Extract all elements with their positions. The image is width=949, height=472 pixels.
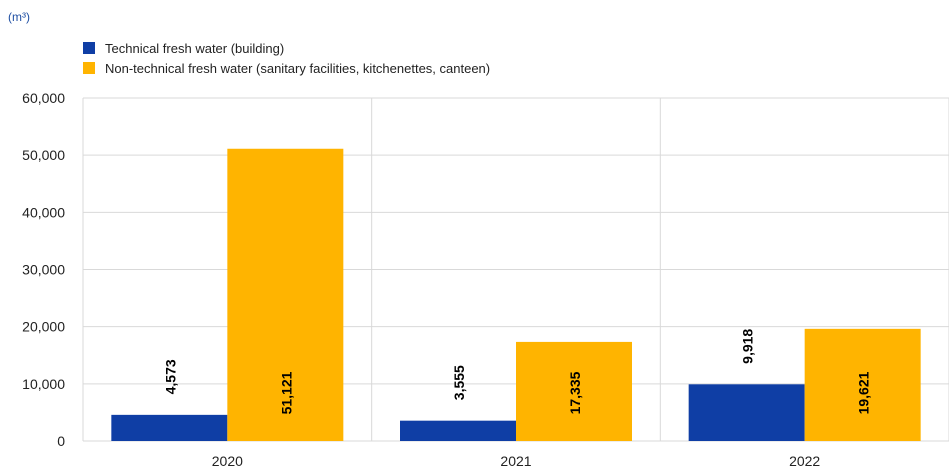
data-label-2022-series-0: 9,918 <box>740 329 756 364</box>
data-label-2020-series-0: 4,573 <box>162 359 178 394</box>
data-label-2022-series-1: 19,621 <box>856 371 872 414</box>
data-label-2020-series-1: 51,121 <box>278 371 294 414</box>
y-tick-label: 50,000 <box>22 147 65 163</box>
legend: Technical fresh water (building) Non-tec… <box>83 38 490 78</box>
x-tick-label: 2021 <box>500 453 531 469</box>
data-label-2021-series-0: 3,555 <box>451 365 467 400</box>
y-tick-label: 20,000 <box>22 319 65 335</box>
bar-2022-series-0 <box>688 384 805 441</box>
y-tick-label: 30,000 <box>22 262 65 278</box>
legend-label-technical: Technical fresh water (building) <box>105 40 285 56</box>
y-tick-label: 60,000 <box>22 90 65 106</box>
x-tick-label: 2022 <box>789 453 820 469</box>
bar-2020-series-0 <box>111 414 228 441</box>
bar-2021-series-0 <box>400 420 516 441</box>
unit-label: (m³) <box>8 10 30 24</box>
legend-item-technical: Technical fresh water (building) <box>83 38 490 58</box>
x-tick-label: 2020 <box>212 453 243 469</box>
y-tick-label: 10,000 <box>22 376 65 392</box>
legend-swatch-technical <box>83 42 95 54</box>
legend-item-non-technical: Non-technical fresh water (sanitary faci… <box>83 58 490 78</box>
y-tick-label: 0 <box>57 433 65 449</box>
bar-2020-series-1 <box>227 148 344 441</box>
y-tick-label: 40,000 <box>22 204 65 220</box>
bar-2021-series-1 <box>516 341 632 441</box>
data-label-2021-series-1: 17,335 <box>567 371 583 414</box>
legend-label-non-technical: Non-technical fresh water (sanitary faci… <box>105 60 491 76</box>
bar-2022-series-1 <box>804 328 921 441</box>
legend-swatch-non-technical <box>83 62 95 74</box>
